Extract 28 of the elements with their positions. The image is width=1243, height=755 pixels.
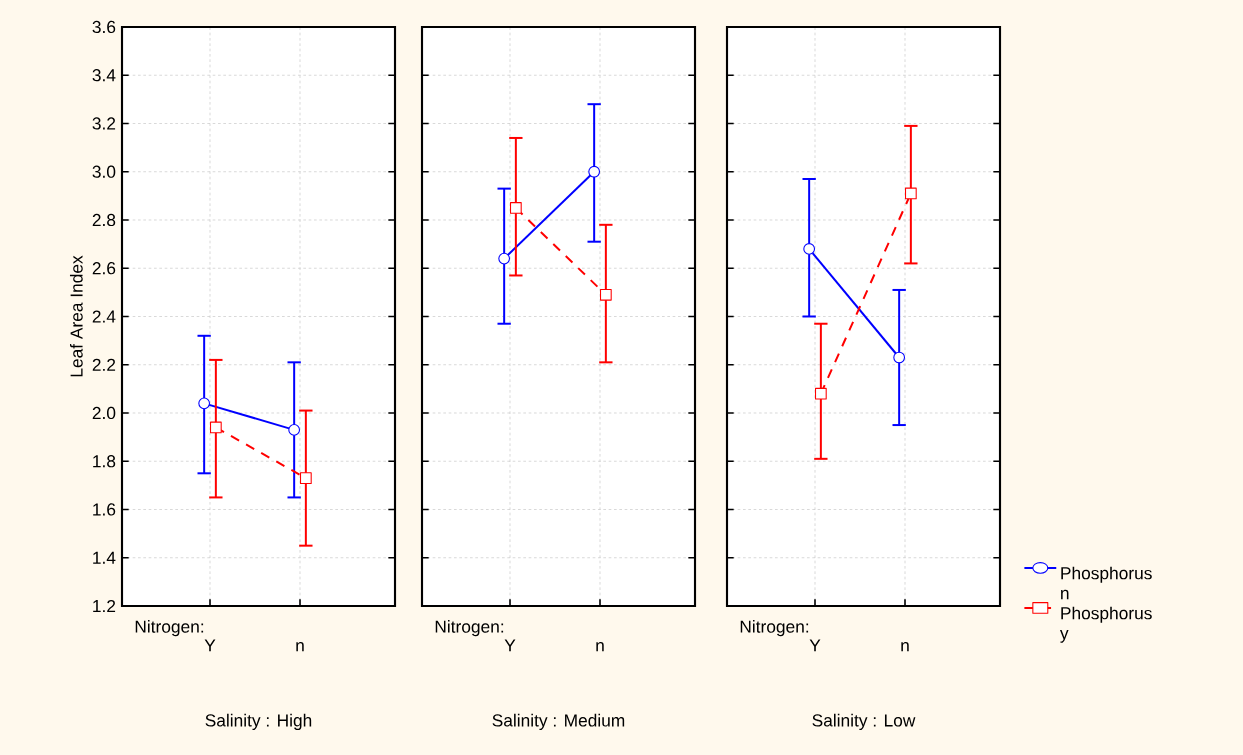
x-tick-label: n xyxy=(296,642,304,652)
x-tick-label: Y xyxy=(809,639,821,652)
y-tick-label: 2.4 xyxy=(92,310,116,323)
text: Nitrogen: xyxy=(435,620,504,637)
y-tick-label: 3.2 xyxy=(92,117,116,130)
x-tick-label: n xyxy=(596,642,604,652)
text: Nitrogen: xyxy=(135,620,204,637)
legend-label: Phosphorus y xyxy=(1059,606,1152,643)
x-tick-label: n xyxy=(901,642,909,652)
legend-label: Phosphorus n xyxy=(1061,566,1152,600)
x-axis-title: Salinity : High xyxy=(205,713,312,731)
y-tick-label: 1.6 xyxy=(93,503,116,516)
x-tick-label: Y xyxy=(204,639,216,652)
y-axis-title: Leaf Area Index xyxy=(69,255,83,377)
y-tick-label: 1.2 xyxy=(93,599,116,613)
y-tick-label: 3.0 xyxy=(92,165,116,178)
text: Nitrogen: xyxy=(740,620,809,637)
y-tick-label: 2.8 xyxy=(92,213,116,227)
x-axis-title: Salinity : Medium xyxy=(492,713,625,731)
y-tick-label: 3.6 xyxy=(92,20,116,34)
x-tick-label: Y xyxy=(504,639,516,652)
y-tick-label: 2.0 xyxy=(92,406,116,420)
x-axis-title: Salinity : Low xyxy=(812,713,916,731)
y-tick-label: 1.8 xyxy=(93,455,116,468)
y-tick-label: 1.4 xyxy=(93,551,116,564)
y-tick-label: 2.2 xyxy=(92,358,116,371)
y-tick-label: 2.6 xyxy=(92,262,116,275)
y-tick-label: 3.4 xyxy=(92,69,116,82)
